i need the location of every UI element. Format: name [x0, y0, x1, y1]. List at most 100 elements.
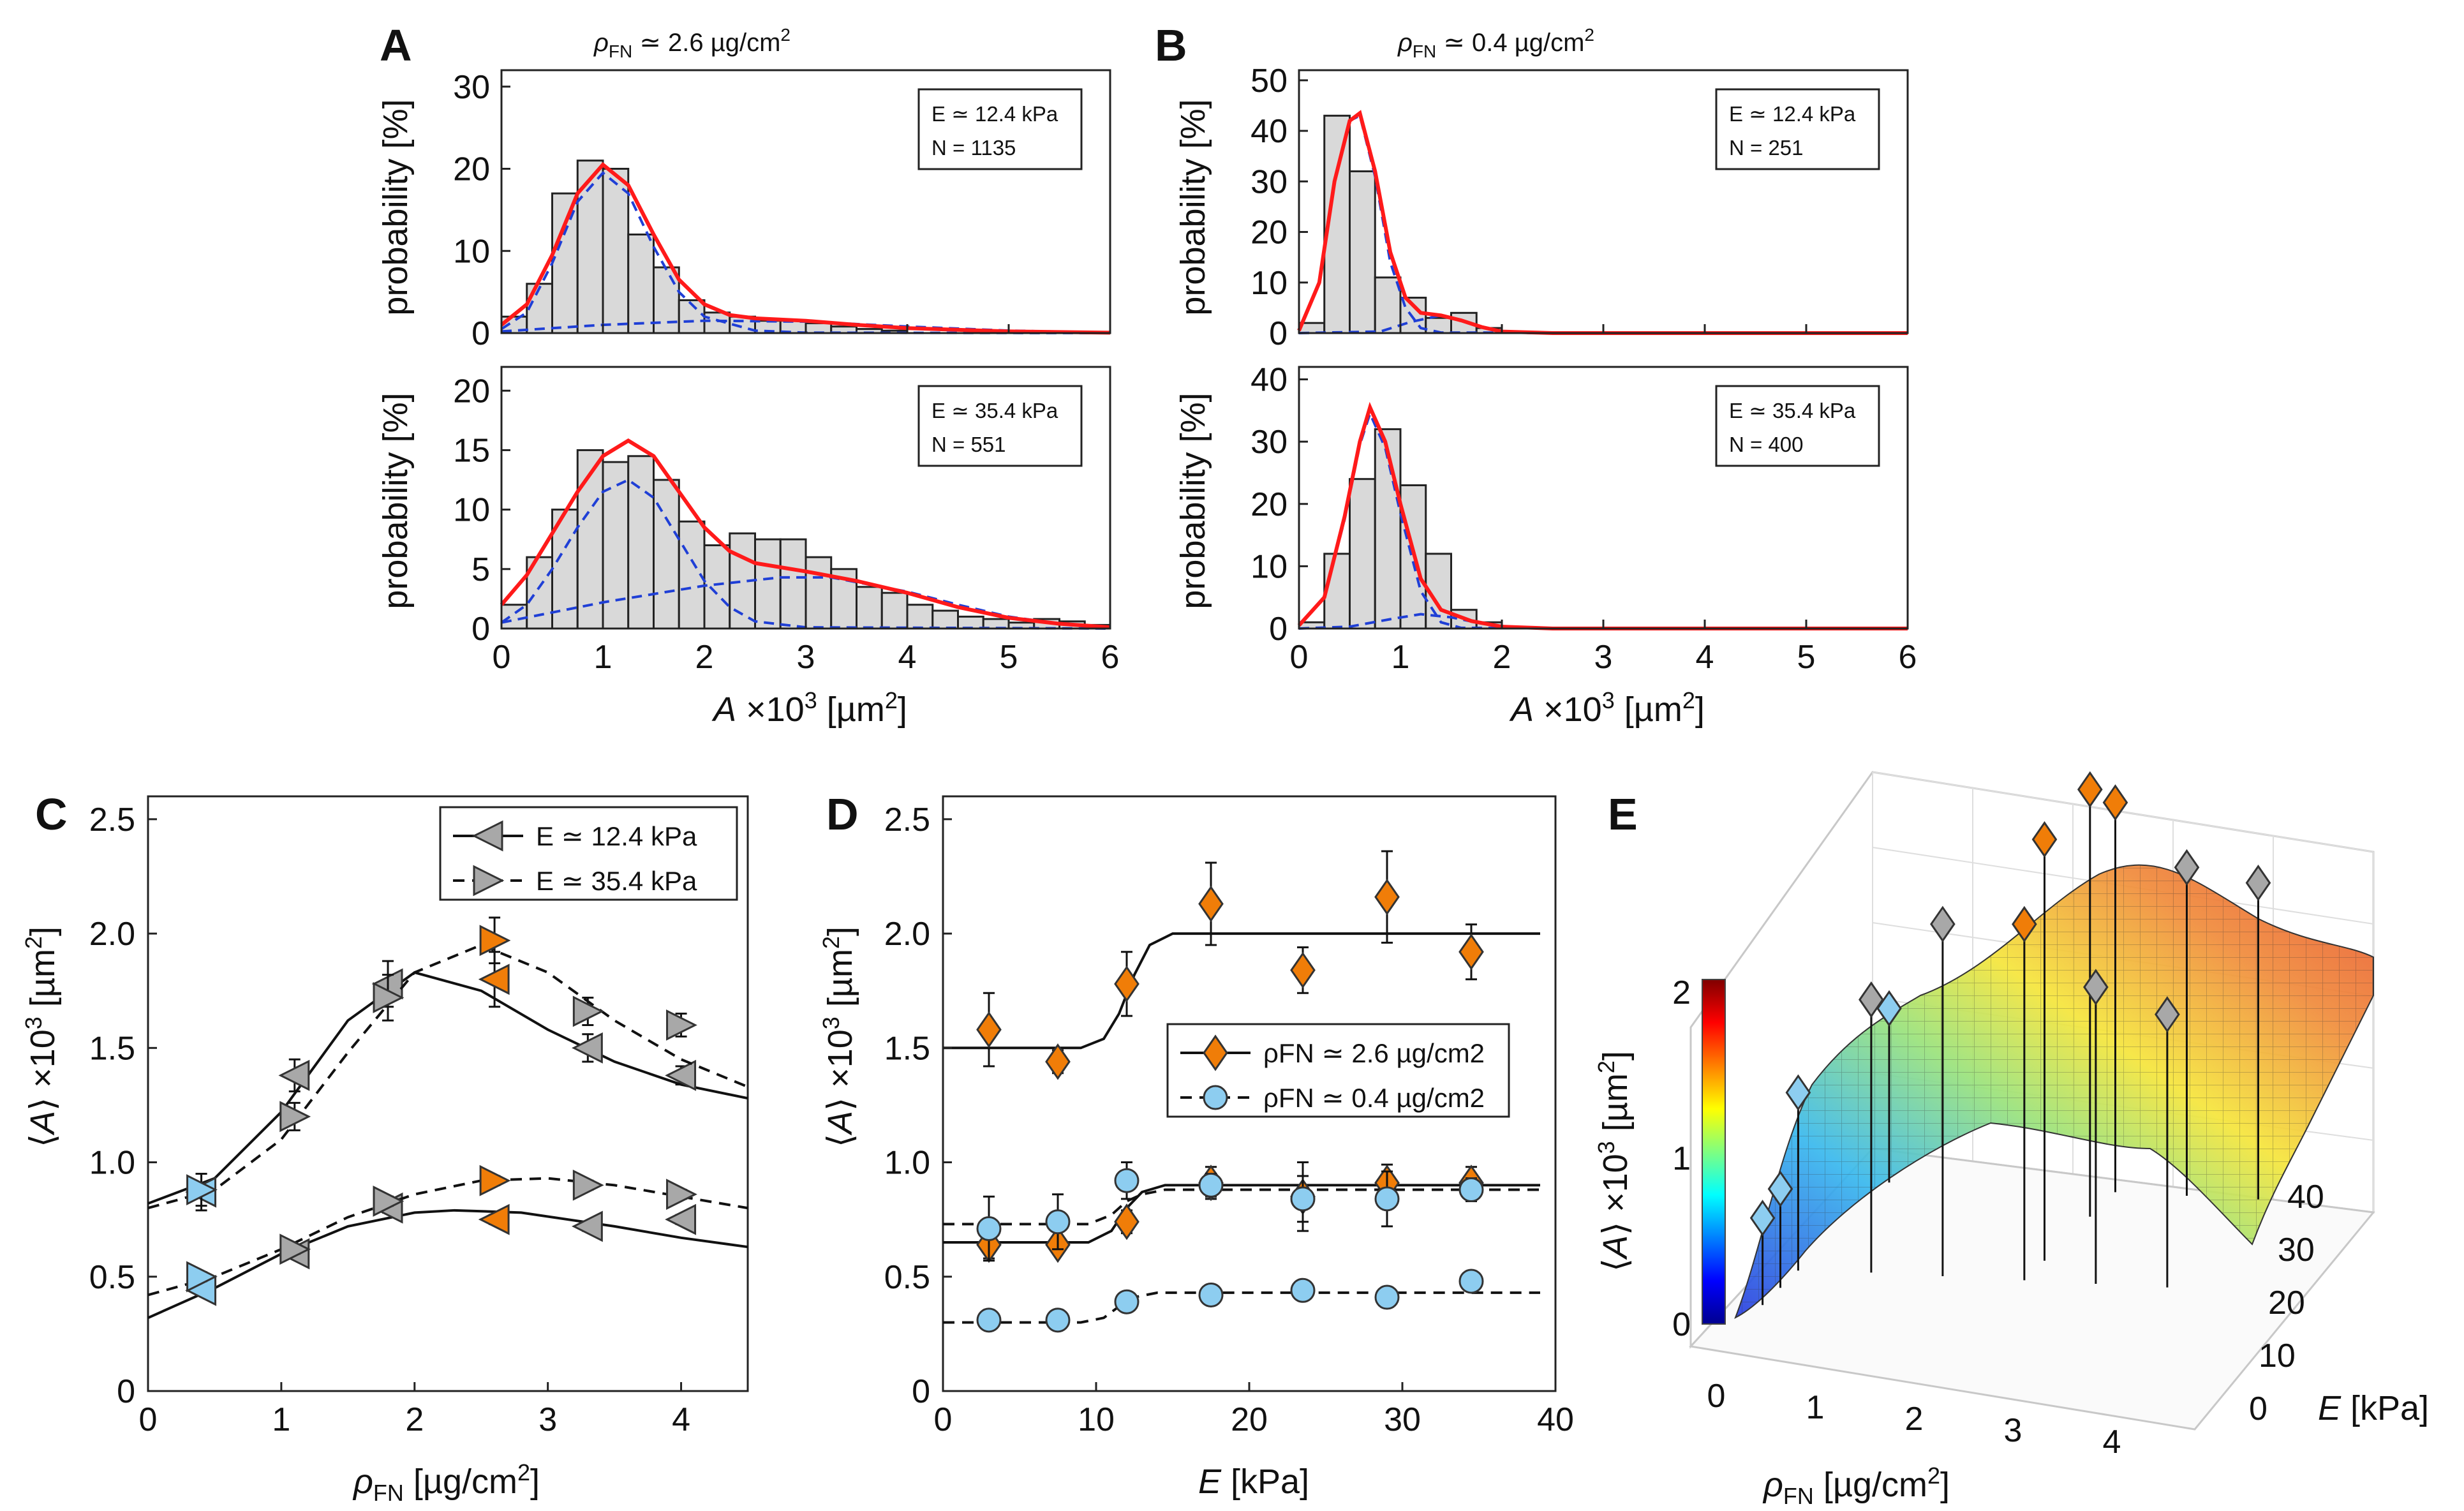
x-tick-label: 0 — [934, 1401, 953, 1438]
x-tick-label: 2 — [1905, 1401, 1924, 1438]
data-point — [1114, 1203, 1139, 1240]
annotation-modulus: E ≃ 35.4 kPa — [931, 399, 1058, 422]
y-tick-label: 30 — [1251, 424, 1288, 461]
data-point — [1374, 1284, 1400, 1310]
histogram-a-bottom: 0 5 10 15 20 0 1 2 3 4 5 6 E ≃ 35.4 kPa N = 551 — [453, 366, 1120, 676]
y-tick-label: 0.5 — [89, 1259, 135, 1296]
xlabel-b: A ×103 [µm2] — [1509, 687, 1705, 729]
ylabel-b-top: probability [%] — [1174, 99, 1212, 315]
y-tick-label: 10 — [2259, 1337, 2296, 1374]
y-tick-label: 0 — [117, 1373, 135, 1410]
histogram-bar — [627, 234, 655, 334]
x-tick-label: 5 — [1000, 639, 1018, 676]
y-tick-label: 0.5 — [884, 1259, 930, 1296]
annotation-modulus: E ≃ 35.4 kPa — [1729, 399, 1856, 422]
data-point — [1374, 879, 1400, 916]
chart-d: 0 0.5 1.0 1.5 2.0 2.5 0 10 20 30 40 ρFN ≃ 2.6 µg/cm… — [884, 795, 1574, 1438]
data-point — [1114, 1168, 1139, 1193]
y-tick-label: 0 — [1269, 315, 1288, 352]
annotation-box — [1715, 385, 1880, 467]
data-point — [665, 1059, 697, 1091]
data-point — [1458, 1269, 1484, 1294]
x-tick-label: 2 — [1493, 639, 1511, 676]
data-point — [976, 1307, 1002, 1333]
y-tick-label: 20 — [1251, 214, 1288, 251]
y-tick-label: 20 — [2268, 1284, 2305, 1321]
y-tick-label: 15 — [453, 432, 490, 469]
data-point — [478, 964, 510, 995]
histogram-bar — [1374, 276, 1402, 334]
x-tick-label: 1 — [1392, 639, 1410, 676]
panel-label-d: D — [826, 789, 859, 839]
y-tick-label: 20 — [1251, 486, 1288, 523]
ylabel-a-top: probability [%] — [376, 99, 415, 315]
histogram-bar — [627, 455, 655, 630]
fit-component-line — [500, 171, 1111, 334]
data-point — [571, 1032, 603, 1064]
fit-component-line — [1298, 314, 1908, 334]
data-point — [1749, 1200, 1776, 1237]
x-tick-label: 6 — [1899, 639, 1917, 676]
x-tick-label: 2 — [695, 639, 714, 676]
y-tick-label: 1.5 — [884, 1030, 930, 1067]
ylabel-e-kpa: E [kPa] — [2318, 1389, 2429, 1427]
legend-marker — [473, 865, 505, 897]
annotation-box — [917, 88, 1083, 170]
y-tick-label: 2.5 — [884, 801, 930, 838]
histogram-bar — [856, 586, 883, 630]
ylabel-c: ⟨A⟩ ×103 [µm2] — [20, 927, 62, 1147]
colorbar-tick-label: 2 — [1672, 974, 1691, 1011]
histogram-bar — [906, 604, 934, 630]
panel-label-e: E — [1608, 789, 1638, 839]
surface-mesh — [1735, 865, 2373, 1318]
histogram-bar — [653, 479, 680, 630]
x-tick-label: 1 — [1806, 1389, 1825, 1426]
annotation-box — [917, 385, 1083, 467]
x-tick-label: 0 — [139, 1401, 158, 1438]
x-tick-label: 5 — [1797, 639, 1816, 676]
fit-curve — [147, 971, 748, 1205]
y-tick-label: 10 — [453, 492, 490, 529]
panel-b-header: ρFN ≃ 0.4 µg/cm2 — [1397, 25, 1594, 61]
data-point — [2245, 864, 2271, 902]
data-point — [666, 1179, 697, 1210]
x-tick-label: 1 — [272, 1401, 290, 1438]
ylabel-e: ⟨A⟩ ×103 [µm2] — [1593, 1051, 1635, 1272]
data-point — [2012, 905, 2037, 943]
data-point — [478, 1203, 510, 1235]
ylabel-a-bottom: probability [%] — [376, 392, 415, 609]
data-point — [1785, 1074, 1811, 1111]
y-tick-label: 20 — [453, 373, 490, 410]
fit-component-line — [500, 478, 1111, 630]
data-point — [1290, 1277, 1316, 1303]
histogram-bar — [754, 538, 782, 630]
data-point — [479, 1165, 511, 1196]
x-tick-label: 3 — [538, 1401, 557, 1438]
histogram-bar — [703, 311, 731, 334]
x-tick-label: 2 — [405, 1401, 424, 1438]
legend-marker — [1203, 1034, 1228, 1071]
y-tick-label: 30 — [2278, 1232, 2315, 1269]
grid-line — [1872, 771, 2374, 852]
x-tick-label: 4 — [672, 1401, 690, 1438]
x-tick-label: 40 — [1537, 1401, 1574, 1438]
legend-label: E ≃ 35.4 kPa — [536, 866, 697, 896]
y-tick-label: 1.5 — [89, 1030, 135, 1067]
annotation-box — [1715, 88, 1880, 170]
y-tick-label: 50 — [1251, 63, 1288, 100]
ylabel-b-bottom: probability [%] — [1174, 392, 1212, 609]
data-point — [1045, 1043, 1071, 1080]
annotation-count: N = 1135 — [931, 136, 1016, 160]
data-point — [2083, 969, 2109, 1006]
histogram-bar — [703, 544, 731, 630]
ylabel-d: ⟨A⟩ ×103 [µm2] — [818, 927, 859, 1147]
y-tick-label: 30 — [1251, 163, 1288, 200]
histogram-b-top: 0 10 20 30 40 50 E ≃ 12.4 kPa N = 251 — [1251, 63, 1909, 352]
histogram-bar — [931, 609, 959, 630]
panel-a-header: ρFN ≃ 2.6 µg/cm2 — [593, 25, 790, 61]
x-tick-label: 6 — [1101, 639, 1120, 676]
data-point — [1290, 951, 1316, 989]
data-point — [1767, 1170, 1793, 1207]
histogram-bar — [526, 283, 553, 334]
